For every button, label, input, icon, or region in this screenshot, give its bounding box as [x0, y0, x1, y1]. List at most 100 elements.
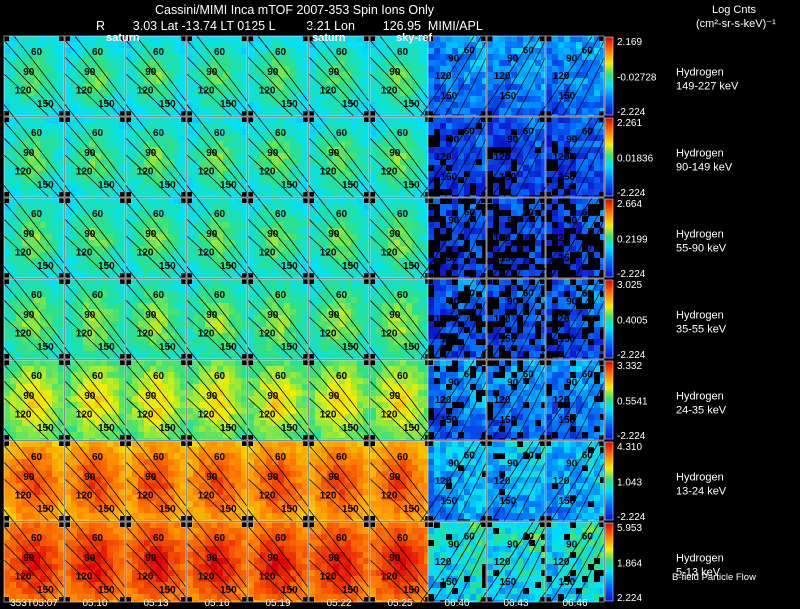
pitch-angle-label: 90	[145, 67, 157, 78]
pitch-angle-label: 120	[15, 247, 32, 258]
pitch-angle-label: 150	[37, 585, 54, 596]
pitch-angle-label: 90	[23, 67, 35, 78]
pitch-angle-label: 90	[328, 391, 340, 402]
pitch-angle-label: 90	[267, 553, 279, 564]
spin-image-panel: 90 120 150 60	[479, 278, 556, 360]
pitch-angle-label: 60	[153, 209, 165, 220]
colorbar-tick-label: -2.224	[617, 269, 646, 280]
pitch-angle-label: 90	[566, 539, 578, 550]
pitch-angle-label: 60	[153, 128, 165, 139]
spin-image-panel: 90 120 150 60	[420, 440, 497, 522]
pitch-angle-label: 150	[37, 342, 54, 353]
pitch-angle-label: 90	[267, 472, 279, 483]
colorbar-tick-label: 3.025	[617, 280, 642, 291]
pitch-angle-label: 120	[381, 409, 398, 420]
pitch-angle-label: 120	[15, 328, 32, 339]
spin-image-panel: 60 90 120 150	[64, 185, 126, 294]
pitch-angle-label: 90	[206, 391, 218, 402]
pitch-angle-label: 120	[435, 233, 452, 244]
pitch-angle-label: 150	[342, 261, 359, 272]
spin-image-panel: 60 90 120 150	[247, 428, 309, 537]
pitch-angle-label: 90	[389, 472, 401, 483]
pitch-angle-label: 120	[494, 233, 511, 244]
spin-image-panel: 90 120 150 60	[538, 278, 615, 360]
energy-range-label: 24-35 keV	[676, 405, 727, 417]
pitch-angle-label: 60	[275, 290, 287, 301]
spin-image-panel: 60 90 120 150	[125, 428, 187, 537]
pitch-angle-label: 120	[320, 490, 337, 501]
pitch-angle-label: 90	[448, 296, 460, 307]
colorbar-tick-label: 1.043	[617, 478, 642, 489]
pitch-angle-label: 120	[198, 490, 215, 501]
colorbar-tick-label: 2.224	[617, 593, 642, 604]
pitch-angle-label: 90	[84, 472, 96, 483]
colorbar-tick-label: 0.2199	[617, 235, 648, 246]
pitch-angle-label: 120	[553, 233, 570, 244]
species-label: Hydrogen	[676, 391, 724, 403]
energy-channel-label: Hydrogen 55-90 keV	[676, 229, 727, 255]
time-tick-label: 05:19	[265, 598, 290, 609]
energy-range-label: 13-24 keV	[676, 486, 727, 498]
pitch-angle-label: 60	[275, 371, 287, 382]
pitch-angle-label: 150	[220, 585, 237, 596]
pitch-angle-label: 150	[500, 496, 517, 507]
pitch-angle-label: 60	[31, 371, 43, 382]
pitch-angle-label: 150	[37, 423, 54, 434]
colorbar-tick-label: -2.224	[617, 188, 646, 199]
energy-range-label: 149-227 keV	[676, 81, 739, 93]
pitch-angle-label: 120	[494, 152, 511, 163]
pitch-angle-label: 120	[76, 166, 93, 177]
pitch-angle-label: 90	[84, 148, 96, 159]
colorbar-tick-label: 0.5541	[617, 397, 648, 408]
pitch-angle-label: 90	[23, 472, 35, 483]
pitch-angle-label: 60	[523, 288, 535, 299]
pitch-angle-label: 120	[198, 247, 215, 258]
spin-image-panel: 90 120 150 60	[538, 440, 615, 522]
pitch-angle-label: 90	[267, 67, 279, 78]
colorbar: 2.261 0.01836 -2.224	[604, 117, 654, 199]
pitch-angle-label: 120	[320, 247, 337, 258]
pitch-angle-label: 90	[448, 134, 460, 145]
pitch-angle-label: 150	[559, 496, 576, 507]
pitch-angle-label: 150	[220, 504, 237, 515]
pitch-angle-label: 120	[198, 85, 215, 96]
pitch-angle-label: 120	[381, 85, 398, 96]
pitch-angle-label: 60	[523, 126, 535, 137]
pitch-angle-label: 60	[275, 128, 287, 139]
pitch-angle-label: 60	[464, 288, 476, 299]
pitch-angle-label: 60	[336, 209, 348, 220]
overlay-label-sky-ref: sky-ref	[396, 32, 432, 44]
time-tick-label: 05:13	[143, 598, 168, 609]
colorbar-tick-label: -2.224	[617, 431, 646, 442]
spin-image-panel: 60 90 120 150	[308, 347, 370, 456]
spin-image-panel: 60 90 120 150	[125, 185, 187, 294]
pitch-angle-label: 90	[84, 553, 96, 564]
pitch-angle-label: 120	[15, 409, 32, 420]
pitch-angle-label: 90	[448, 377, 460, 388]
pitch-angle-label: 90	[23, 148, 35, 159]
pitch-angle-label: 150	[98, 180, 115, 191]
time-tick-label: 06:40	[444, 598, 469, 609]
pitch-angle-label: 60	[92, 290, 104, 301]
pitch-angle-label: 60	[582, 45, 594, 56]
spin-image-panel: 90 120 150 60	[479, 116, 556, 198]
pitch-angle-label: 150	[500, 253, 517, 264]
colorbar-tick-label: 1.864	[617, 559, 642, 570]
pitch-angle-label: 60	[397, 290, 409, 301]
pitch-angle-label: 90	[23, 391, 35, 402]
pitch-angle-label: 120	[259, 85, 276, 96]
pitch-angle-label: 150	[559, 334, 576, 345]
pitch-angle-label: 90	[448, 539, 460, 550]
spin-image-panel: 60 90 120 150	[125, 23, 187, 132]
ephemeris-line: R 3.03 Lat -13.74 LT 0125 L 3.21 Lon 126…	[96, 19, 483, 33]
colorbar-tick-label: -2.224	[617, 107, 646, 118]
pitch-angle-label: 150	[281, 99, 298, 110]
energy-range-label: 5-13 keV	[676, 567, 721, 579]
pitch-angle-label: 90	[145, 229, 157, 240]
pitch-angle-label: 150	[220, 180, 237, 191]
spin-image-panel: 60 90 120 150	[186, 23, 248, 132]
pitch-angle-label: 150	[220, 99, 237, 110]
pitch-angle-label: 90	[328, 67, 340, 78]
colorbar: 3.332 0.5541 -2.224	[604, 360, 648, 442]
